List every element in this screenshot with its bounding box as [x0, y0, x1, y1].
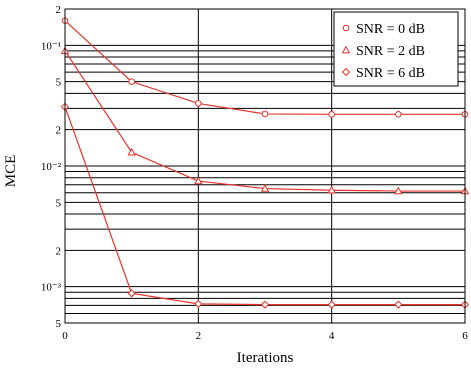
data-point: [127, 289, 136, 298]
legend-marker-triangle: [341, 45, 351, 54]
y-tick-label: 2: [56, 245, 62, 257]
data-point: [327, 185, 336, 194]
data-point: [260, 300, 270, 309]
legend-entry: SNR = 2 dB: [341, 44, 425, 59]
series-layer: [60, 17, 470, 309]
series-line: [64, 106, 465, 306]
data-point: [127, 147, 136, 156]
data-point: [394, 186, 403, 195]
y-tick-label: 2: [56, 125, 62, 137]
y-axis-title: MCE: [3, 155, 19, 188]
legend-label: SNR = 6 dB: [356, 66, 425, 81]
legend-marker-diamond: [341, 67, 351, 77]
series-diamond: [60, 102, 470, 309]
legend-marker-circle: [342, 24, 350, 32]
y-tick-label: 10⁻¹: [41, 40, 61, 52]
data-point: [128, 78, 135, 85]
data-point: [395, 111, 402, 118]
plot-frame: [64, 8, 466, 324]
data-point: [328, 111, 335, 118]
x-axis-title: Iterations: [237, 350, 294, 366]
data-point: [327, 300, 336, 309]
y-tick-label: 10⁻²: [41, 161, 62, 173]
y-tick-label: 5: [56, 318, 62, 330]
y-tick-label: 2: [56, 4, 62, 16]
legend-entry: SNR = 0 dB: [342, 22, 425, 37]
legend: SNR = 0 dB SNR = 2 dB SNR = 6 dB: [333, 11, 459, 87]
x-tick-label: 2: [196, 330, 202, 342]
y-tick-label: 5: [56, 197, 62, 209]
legend-label: SNR = 2 dB: [356, 44, 425, 59]
tick-labels: 0 2 4 6 2 10⁻¹ 5 2 10⁻² 5 2 10⁻³ 5: [41, 4, 468, 342]
data-point: [195, 100, 202, 107]
y-tick-label: 5: [56, 77, 62, 89]
data-point: [260, 184, 270, 192]
legend-box: [333, 11, 459, 87]
data-point: [194, 299, 203, 308]
data-point: [261, 110, 269, 118]
data-point: [394, 300, 403, 309]
legend-entry: SNR = 6 dB: [341, 66, 425, 81]
x-tick-label: 6: [462, 330, 468, 342]
x-tick-label: 0: [62, 330, 68, 342]
x-tick-label: 4: [329, 330, 335, 342]
y-tick-label: 10⁻³: [41, 282, 62, 294]
data-point: [194, 176, 203, 185]
legend-label: SNR = 0 dB: [356, 22, 425, 37]
